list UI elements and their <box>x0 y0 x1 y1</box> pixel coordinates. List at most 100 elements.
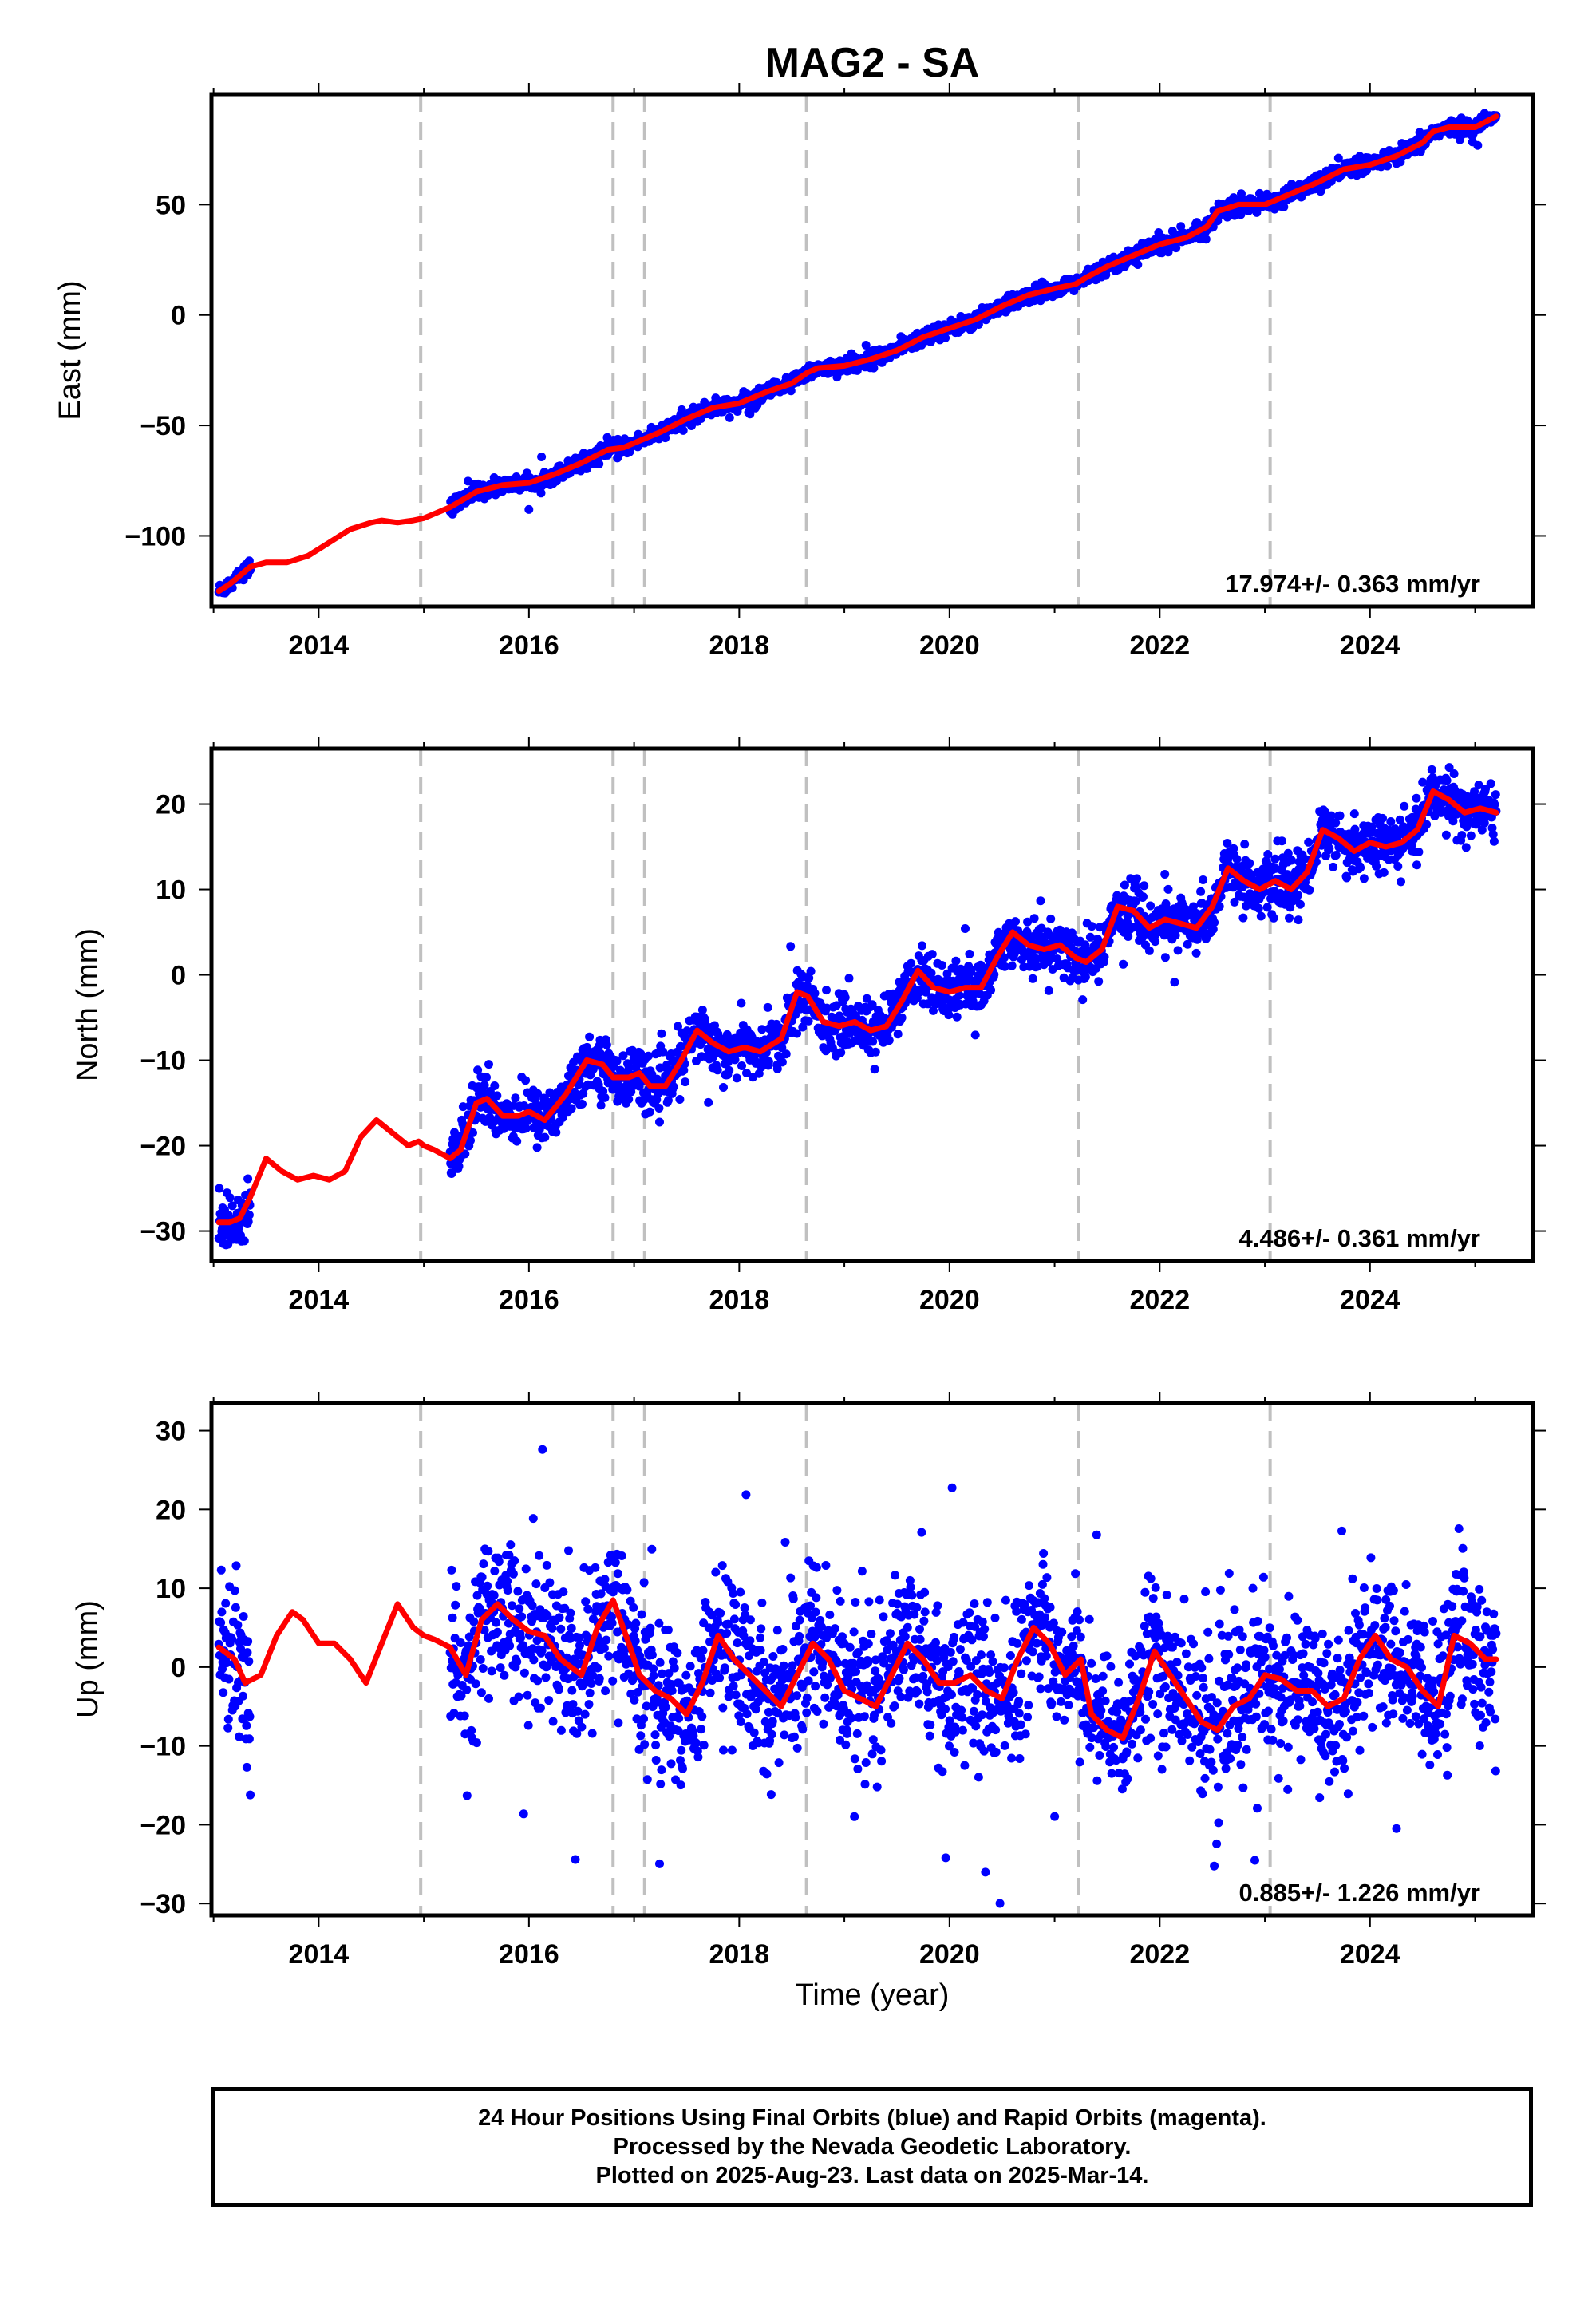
observation-point <box>577 1722 587 1732</box>
observation-point <box>588 1670 598 1680</box>
observation-point <box>239 1236 249 1246</box>
observation-point <box>610 1558 620 1567</box>
observation-point <box>1349 809 1359 819</box>
observation-point <box>1379 868 1389 877</box>
observation-point <box>575 1633 584 1642</box>
observation-point <box>467 1725 476 1735</box>
observation-point <box>581 1597 591 1607</box>
observation-point <box>1029 914 1039 923</box>
observation-point <box>782 993 792 1002</box>
observation-point <box>528 1514 538 1524</box>
observation-point <box>868 1037 878 1046</box>
observation-point <box>244 1210 254 1219</box>
observation-point <box>216 1565 226 1575</box>
y-tick-label: 10 <box>156 875 186 906</box>
observation-point <box>1215 902 1224 911</box>
observation-point <box>1000 962 1009 971</box>
x-tick-label: 2024 <box>1340 630 1400 661</box>
observation-point <box>519 1809 528 1819</box>
up-panel: 2014 2016 2018 2020 2022 2024−30−20−100102030… <box>71 1392 1546 1970</box>
observation-point <box>927 950 937 959</box>
observation-point <box>447 1565 456 1575</box>
observation-point <box>1342 873 1352 883</box>
observation-point <box>519 1668 529 1678</box>
observation-point <box>725 1065 734 1075</box>
observation-point <box>1201 235 1211 244</box>
observation-point <box>500 1670 509 1680</box>
observation-point <box>1028 974 1037 983</box>
observation-point <box>571 1855 580 1864</box>
observation-point <box>504 1551 514 1560</box>
observation-point <box>521 1564 531 1574</box>
observation-point <box>970 1030 980 1040</box>
observation-point <box>575 1641 584 1650</box>
observation-point <box>456 1638 465 1647</box>
observation-point <box>244 556 254 566</box>
observation-point <box>538 1445 547 1454</box>
east-rate-label: 17.974+/- 0.363 mm/yr <box>1225 570 1480 598</box>
observation-point <box>516 1633 525 1642</box>
observation-point <box>763 1002 772 1012</box>
observation-point <box>1396 877 1405 887</box>
x-tick-label: 2022 <box>1129 1285 1190 1315</box>
observation-point <box>1486 779 1495 788</box>
observation-point <box>231 1561 241 1571</box>
observation-point <box>216 1618 226 1627</box>
observation-point <box>1481 785 1490 793</box>
observation-point <box>554 1685 563 1694</box>
observation-point <box>217 1607 227 1617</box>
observation-point <box>724 1057 733 1067</box>
observation-point <box>867 1000 877 1010</box>
observation-point <box>600 1093 610 1102</box>
observation-point <box>897 1013 907 1022</box>
observation-point <box>567 1104 576 1113</box>
observation-point <box>527 1601 537 1611</box>
observation-point <box>1183 939 1192 949</box>
observation-point <box>540 1132 550 1142</box>
observation-point <box>781 1049 791 1059</box>
observation-point <box>669 1082 678 1092</box>
x-tick-label: 2018 <box>709 1285 770 1315</box>
observation-point <box>1300 854 1310 864</box>
observation-point <box>1331 851 1341 860</box>
observation-point <box>929 1006 938 1015</box>
observation-point <box>521 1124 531 1133</box>
observation-point <box>513 1587 523 1596</box>
observation-point <box>1285 913 1294 923</box>
observation-point <box>1160 953 1170 962</box>
observation-point <box>1356 863 1365 872</box>
observation-point <box>869 363 879 373</box>
x-tick-label: 2020 <box>919 1285 980 1315</box>
observation-point <box>596 1101 606 1110</box>
observation-point <box>966 967 976 977</box>
observation-point <box>1087 922 1096 931</box>
observation-point <box>754 1069 764 1078</box>
observation-point <box>462 1685 472 1694</box>
observation-point <box>1474 781 1483 790</box>
observation-point <box>1386 817 1396 826</box>
observation-point <box>523 1721 533 1730</box>
observation-point <box>1350 824 1360 834</box>
observation-point <box>591 1563 600 1572</box>
observation-point <box>243 1217 253 1227</box>
observation-point <box>1279 202 1289 211</box>
observation-point <box>503 1576 512 1586</box>
observation-point <box>844 974 854 983</box>
y-tick-label: 0 <box>171 961 186 991</box>
observation-point <box>512 1657 522 1666</box>
observation-point <box>884 1036 894 1045</box>
observation-point <box>244 1657 254 1666</box>
observation-point <box>556 1624 566 1634</box>
observation-point <box>1329 862 1338 871</box>
observation-point <box>1208 924 1218 934</box>
observation-point <box>1007 961 1017 970</box>
observation-point <box>1412 860 1421 870</box>
observation-point <box>1140 881 1149 891</box>
observation-point <box>764 1057 773 1066</box>
observation-point <box>547 1623 557 1633</box>
north-model-curve <box>215 788 1499 1226</box>
observation-point <box>625 1063 634 1072</box>
observation-point <box>243 1637 253 1646</box>
north-plot-frame <box>209 746 1535 1263</box>
